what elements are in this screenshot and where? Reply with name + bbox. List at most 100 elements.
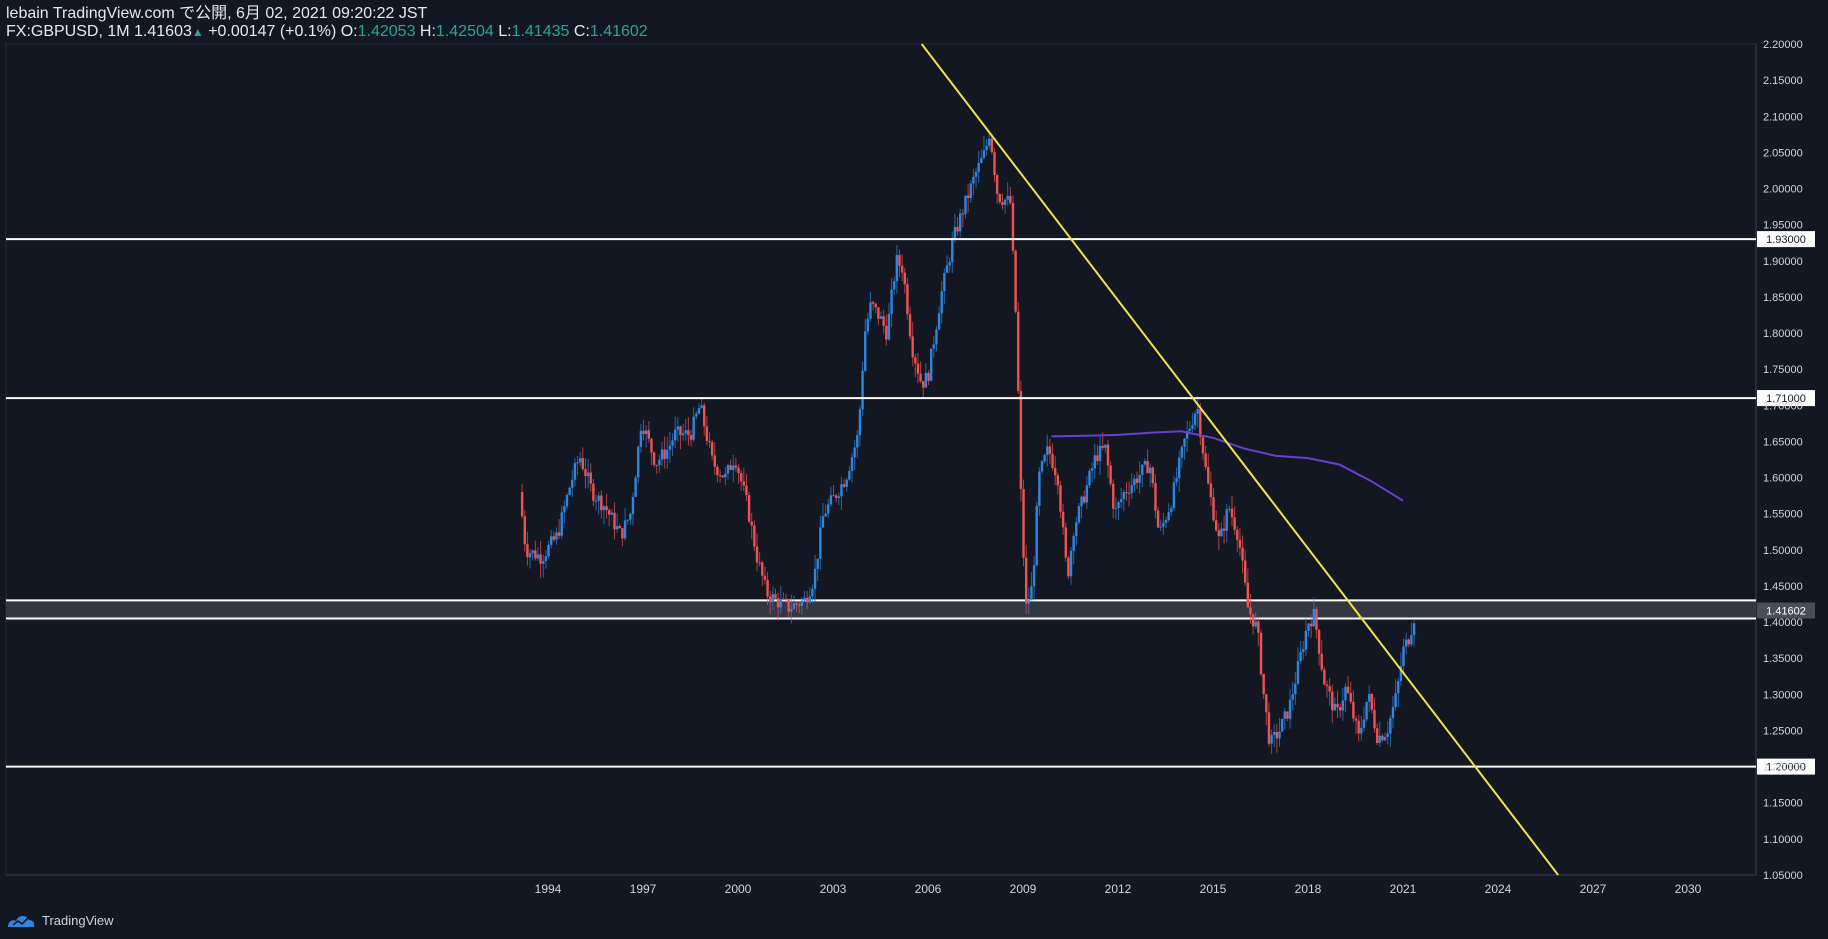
- candle[interactable]: [1201, 437, 1205, 454]
- candle[interactable]: [586, 472, 590, 477]
- candle[interactable]: [1373, 709, 1376, 729]
- candle[interactable]: [1207, 467, 1210, 484]
- candle[interactable]: [982, 150, 986, 158]
- candle[interactable]: [1185, 431, 1189, 439]
- candle[interactable]: [863, 331, 867, 371]
- candle[interactable]: [626, 519, 629, 521]
- candle[interactable]: [1304, 630, 1308, 650]
- candle[interactable]: [520, 492, 524, 517]
- candle[interactable]: [1143, 460, 1147, 465]
- candle[interactable]: [1175, 477, 1178, 483]
- candle[interactable]: [1267, 712, 1271, 744]
- candle[interactable]: [1077, 506, 1081, 523]
- candle[interactable]: [924, 372, 928, 388]
- candle[interactable]: [1362, 719, 1366, 728]
- candle[interactable]: [1006, 196, 1009, 200]
- candle[interactable]: [850, 457, 854, 472]
- candle[interactable]: [1101, 445, 1104, 448]
- candle[interactable]: [1204, 453, 1207, 468]
- candle[interactable]: [1238, 539, 1242, 548]
- candle[interactable]: [911, 336, 914, 358]
- candle[interactable]: [1275, 732, 1279, 739]
- candle[interactable]: [1199, 409, 1202, 438]
- candle[interactable]: [531, 550, 534, 554]
- candle[interactable]: [1104, 444, 1107, 448]
- candle[interactable]: [1048, 446, 1052, 454]
- candle[interactable]: [584, 469, 587, 477]
- candle[interactable]: [644, 430, 648, 434]
- candle[interactable]: [1225, 509, 1228, 531]
- candle[interactable]: [1009, 196, 1012, 203]
- candle[interactable]: [1354, 718, 1358, 721]
- candle[interactable]: [768, 596, 772, 602]
- candle[interactable]: [1138, 475, 1141, 483]
- candle[interactable]: [658, 459, 661, 466]
- candle[interactable]: [1209, 483, 1213, 498]
- candle[interactable]: [542, 560, 545, 564]
- candle[interactable]: [1188, 428, 1191, 432]
- candle[interactable]: [1404, 639, 1408, 647]
- candle[interactable]: [758, 562, 761, 564]
- candle[interactable]: [1135, 478, 1139, 483]
- candle[interactable]: [856, 435, 859, 448]
- candle[interactable]: [1061, 511, 1065, 528]
- candle[interactable]: [655, 464, 658, 466]
- candle[interactable]: [1090, 468, 1094, 471]
- candle[interactable]: [671, 440, 674, 446]
- candle[interactable]: [845, 479, 848, 487]
- candle[interactable]: [1162, 522, 1165, 527]
- candle[interactable]: [885, 325, 888, 340]
- candle[interactable]: [1069, 550, 1073, 577]
- candle[interactable]: [1338, 707, 1342, 711]
- candle[interactable]: [898, 254, 901, 266]
- candle[interactable]: [1146, 460, 1149, 474]
- candle[interactable]: [710, 442, 714, 456]
- tradingview-watermark[interactable]: TradingView: [6, 910, 114, 930]
- candle[interactable]: [932, 344, 936, 349]
- candle[interactable]: [1331, 691, 1334, 711]
- candle[interactable]: [726, 465, 730, 474]
- candle[interactable]: [819, 527, 822, 559]
- candle[interactable]: [1286, 711, 1289, 719]
- candle[interactable]: [766, 579, 769, 597]
- candle[interactable]: [549, 536, 553, 545]
- candle[interactable]: [980, 157, 983, 163]
- candle[interactable]: [618, 526, 621, 529]
- candle[interactable]: [1344, 686, 1347, 701]
- candle[interactable]: [724, 473, 727, 478]
- candle[interactable]: [871, 302, 875, 304]
- candle[interactable]: [528, 553, 532, 558]
- candle[interactable]: [964, 195, 967, 215]
- candle[interactable]: [813, 568, 817, 589]
- candle[interactable]: [1259, 632, 1263, 675]
- candle[interactable]: [634, 477, 637, 497]
- candle[interactable]: [908, 314, 912, 337]
- candle[interactable]: [742, 481, 746, 486]
- candle[interactable]: [1254, 621, 1257, 627]
- candle[interactable]: [547, 544, 550, 557]
- candle[interactable]: [1083, 496, 1086, 503]
- candle[interactable]: [974, 171, 978, 177]
- candle[interactable]: [1410, 634, 1413, 645]
- candle[interactable]: [1214, 520, 1218, 531]
- candle[interactable]: [576, 462, 579, 464]
- candle[interactable]: [1336, 703, 1339, 708]
- candle[interactable]: [1030, 586, 1033, 601]
- candle[interactable]: [1180, 446, 1184, 458]
- candle[interactable]: [1233, 517, 1236, 530]
- candle[interactable]: [1053, 467, 1057, 476]
- candle[interactable]: [929, 348, 933, 381]
- candle[interactable]: [708, 440, 711, 443]
- candle[interactable]: [700, 405, 703, 409]
- candle[interactable]: [1014, 250, 1017, 312]
- candle[interactable]: [763, 575, 767, 580]
- candle[interactable]: [1328, 686, 1331, 692]
- candle[interactable]: [705, 426, 709, 441]
- candle[interactable]: [935, 329, 938, 345]
- candle[interactable]: [1309, 623, 1313, 627]
- candle[interactable]: [1265, 694, 1268, 713]
- candle[interactable]: [1288, 699, 1292, 719]
- candle[interactable]: [1080, 496, 1083, 507]
- candle[interactable]: [1127, 492, 1131, 494]
